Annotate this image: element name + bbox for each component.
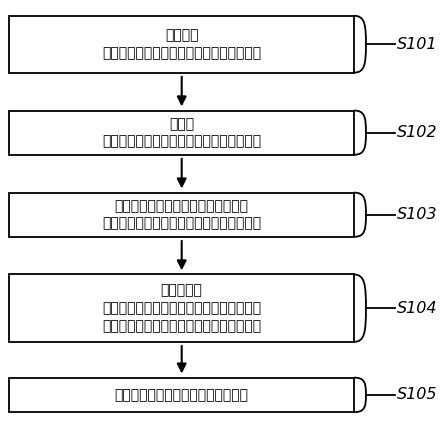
Bar	[9, 16, 354, 73]
Text: 基于同步算法对数据库地址对应的数据库中: 基于同步算法对数据库地址对应的数据库中	[102, 216, 261, 231]
Bar	[9, 193, 354, 237]
Text: S104: S104	[396, 301, 437, 316]
Text: S105: S105	[396, 387, 437, 402]
Text: S103: S103	[396, 207, 437, 222]
Text: 若同步数据不符合数据标准，从预设解析算: 若同步数据不符合数据标准，从预设解析算	[102, 319, 261, 333]
Text: 将符合数据标准的同步数据进行存储: 将符合数据标准的同步数据进行存储	[115, 388, 249, 402]
Text: 立连接: 立连接	[169, 117, 194, 131]
Text: S102: S102	[396, 125, 437, 140]
Text: 合数据标准: 合数据标准	[161, 283, 202, 298]
Bar	[9, 378, 354, 412]
Text: S101: S101	[396, 37, 437, 52]
Text: 解析算法: 解析算法	[165, 28, 198, 43]
Text: 基于数据库地址，从预设解析算法库中匹配: 基于数据库地址，从预设解析算法库中匹配	[102, 46, 261, 60]
Bar	[9, 274, 354, 342]
Bar	[9, 111, 354, 155]
Text: 的数据进行同步处理，得到同步数据: 的数据进行同步处理，得到同步数据	[115, 199, 249, 213]
Text: 法库中重新匹配解析算法，直至同步数据符: 法库中重新匹配解析算法，直至同步数据符	[102, 301, 261, 315]
Text: 基于配置信息及解析算法，与数据库地址建: 基于配置信息及解析算法，与数据库地址建	[102, 134, 261, 149]
